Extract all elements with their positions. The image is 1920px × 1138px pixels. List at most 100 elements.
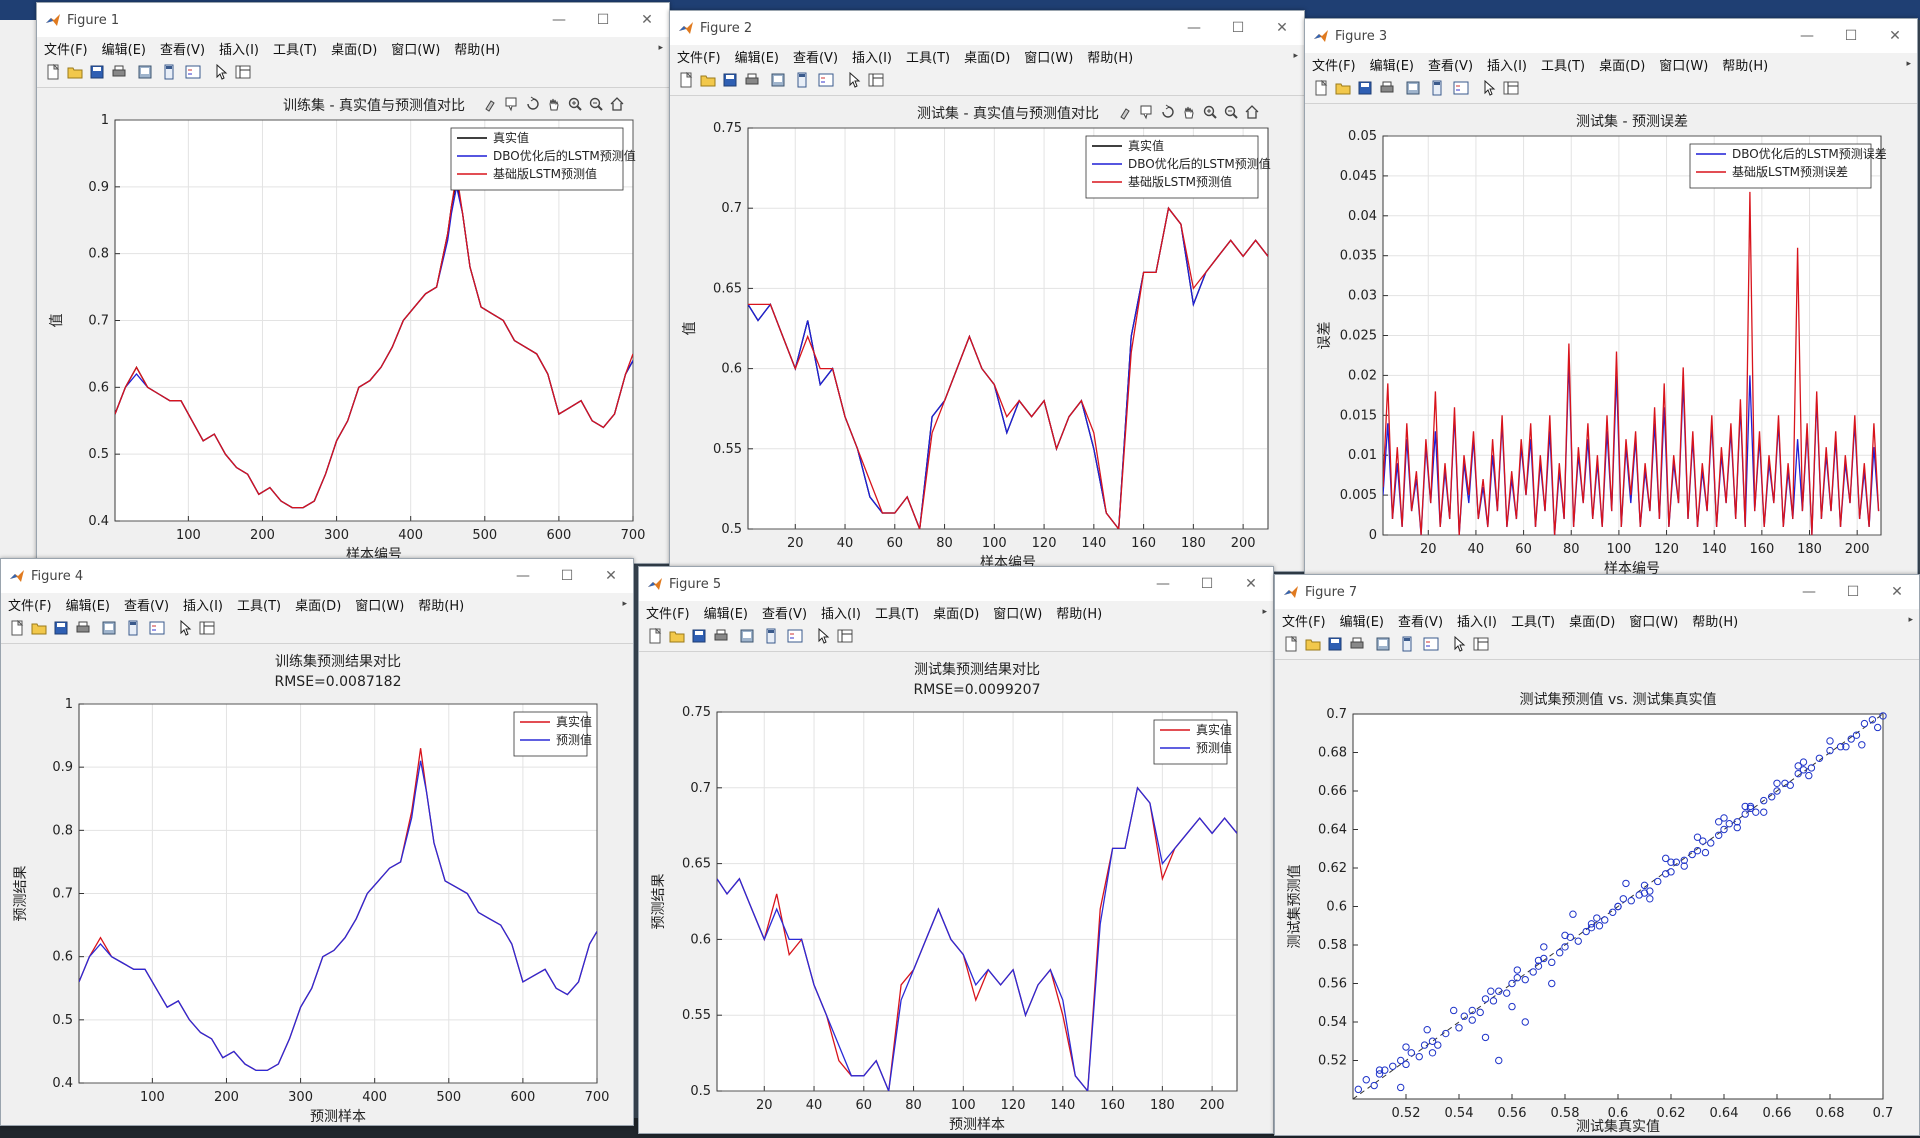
open-file-icon[interactable] xyxy=(1335,80,1351,96)
menu-item-3[interactable]: 查看(V) xyxy=(159,42,206,58)
insert-legend-icon[interactable] xyxy=(818,72,834,88)
brush-icon[interactable] xyxy=(1120,108,1130,120)
menu-item-1[interactable]: 文件(F) xyxy=(1282,614,1326,630)
axes-chart[interactable]: 100 200 300 400 500 600 700 0.4 0.5 0.6 0.7 0.8 0.9 1… xyxy=(37,88,669,563)
pointer-icon[interactable] xyxy=(1451,636,1467,652)
close-button[interactable]: ✕ xyxy=(1245,576,1257,592)
maximize-button[interactable]: ☐ xyxy=(1846,584,1860,600)
menu-item-4[interactable]: 插入(I) xyxy=(219,42,260,58)
print-preview-icon[interactable] xyxy=(1405,80,1421,96)
save-icon[interactable] xyxy=(1357,80,1373,96)
dock-arrow-button[interactable]: ▸ xyxy=(622,599,627,609)
maximize-button[interactable]: ☐ xyxy=(1844,28,1858,44)
axes-chart[interactable]: 20 40 60 80 100 120 140 160 180 200 0.5 0.55 0.6 0.65… xyxy=(639,652,1273,1133)
menu-item-7[interactable]: 窗口(W) xyxy=(355,598,405,614)
insert-legend-icon[interactable] xyxy=(185,64,201,80)
link-plot-icon[interactable] xyxy=(763,628,779,644)
print-icon[interactable] xyxy=(1349,636,1365,652)
menu-item-3[interactable]: 查看(V) xyxy=(792,50,839,66)
axes-chart[interactable]: 0.52 0.54 0.56 0.58 0.6 0.62 0.64 0.66 0.68 0.7 0.… xyxy=(1275,660,1919,1135)
menu-item-1[interactable]: 文件(F) xyxy=(44,42,88,58)
figure-window-7[interactable]: Figure 7 — ☐ ✕ 文件(F) 编辑(E) 查看(V) 插入(I) 工具(T) 桌面(D… xyxy=(1274,574,1920,1136)
menu-item-2[interactable]: 编辑(E) xyxy=(1369,58,1414,74)
property-editor-icon[interactable] xyxy=(235,64,251,80)
print-icon[interactable] xyxy=(713,628,729,644)
open-file-icon[interactable] xyxy=(669,628,685,644)
data-tips-icon[interactable] xyxy=(505,97,517,112)
insert-legend-icon[interactable] xyxy=(1423,636,1439,652)
menu-item-8[interactable]: 帮助(H) xyxy=(418,598,465,614)
property-editor-icon[interactable] xyxy=(837,628,853,644)
new-figure-icon[interactable] xyxy=(45,64,61,80)
menu-item-6[interactable]: 桌面(D) xyxy=(331,42,378,58)
new-figure-icon[interactable] xyxy=(1283,636,1299,652)
pan-icon[interactable] xyxy=(549,98,559,111)
figure-window-4[interactable]: Figure 4 — ☐ ✕ 文件(F) 编辑(E) 查看(V) 插入(I) 工具(T) 桌面(D… xyxy=(0,558,634,1126)
print-icon[interactable] xyxy=(75,620,91,636)
insert-legend-icon[interactable] xyxy=(149,620,165,636)
menu-item-1[interactable]: 文件(F) xyxy=(1312,58,1356,74)
new-figure-icon[interactable] xyxy=(678,72,694,88)
zoom-in-icon[interactable] xyxy=(1203,105,1217,119)
print-icon[interactable] xyxy=(744,72,760,88)
maximize-button[interactable]: ☐ xyxy=(560,568,574,584)
insert-legend-icon[interactable] xyxy=(1453,80,1469,96)
figure-window-3[interactable]: Figure 3 — ☐ ✕ 文件(F) 编辑(E) 查看(V) 插入(I) 工具(T) 桌面(D… xyxy=(1304,18,1918,578)
property-editor-icon[interactable] xyxy=(868,72,884,88)
open-file-icon[interactable] xyxy=(700,72,716,88)
menu-item-6[interactable]: 桌面(D) xyxy=(1599,58,1646,74)
menu-item-3[interactable]: 查看(V) xyxy=(1427,58,1474,74)
legend-box[interactable] xyxy=(1153,719,1228,765)
save-icon[interactable] xyxy=(691,628,707,644)
menu-item-6[interactable]: 桌面(D) xyxy=(933,606,980,622)
close-button[interactable]: ✕ xyxy=(641,12,653,28)
minimize-button[interactable]: — xyxy=(552,12,566,28)
menu-item-4[interactable]: 插入(I) xyxy=(1487,58,1528,74)
save-icon[interactable] xyxy=(1327,636,1343,652)
dock-arrow-button[interactable]: ▸ xyxy=(1293,51,1298,61)
menu-item-2[interactable]: 编辑(E) xyxy=(703,606,748,622)
minimize-button[interactable]: — xyxy=(1800,28,1814,44)
axes-chart[interactable]: 20 40 60 80 100 120 140 160 180 200 0 0.005 0.01 0.01… xyxy=(1305,104,1917,577)
close-button[interactable]: ✕ xyxy=(605,568,617,584)
open-file-icon[interactable] xyxy=(1305,636,1321,652)
property-editor-icon[interactable] xyxy=(1473,636,1489,652)
menu-item-8[interactable]: 帮助(H) xyxy=(1087,50,1134,66)
minimize-button[interactable]: — xyxy=(1802,584,1816,600)
pointer-icon[interactable] xyxy=(1481,80,1497,96)
menu-item-5[interactable]: 工具(T) xyxy=(237,598,282,614)
menu-item-8[interactable]: 帮助(H) xyxy=(1692,614,1739,630)
maximize-button[interactable]: ☐ xyxy=(1231,20,1245,36)
data-tips-icon[interactable] xyxy=(1140,105,1152,120)
minimize-button[interactable]: — xyxy=(1187,20,1201,36)
new-figure-icon[interactable] xyxy=(647,628,663,644)
menu-item-3[interactable]: 查看(V) xyxy=(761,606,808,622)
rotate-icon[interactable] xyxy=(527,96,539,110)
dock-arrow-button[interactable]: ▸ xyxy=(1262,607,1267,617)
menu-item-4[interactable]: 插入(I) xyxy=(1457,614,1498,630)
menu-item-5[interactable]: 工具(T) xyxy=(906,50,951,66)
open-file-icon[interactable] xyxy=(31,620,47,636)
link-plot-icon[interactable] xyxy=(1429,80,1445,96)
new-figure-icon[interactable] xyxy=(1313,80,1329,96)
save-icon[interactable] xyxy=(89,64,105,80)
pointer-icon[interactable] xyxy=(815,628,831,644)
close-button[interactable]: ✕ xyxy=(1889,28,1901,44)
menu-item-1[interactable]: 文件(F) xyxy=(677,50,721,66)
menu-item-2[interactable]: 编辑(E) xyxy=(734,50,779,66)
menu-item-8[interactable]: 帮助(H) xyxy=(1056,606,1103,622)
menu-item-8[interactable]: 帮助(H) xyxy=(454,42,501,58)
menu-item-6[interactable]: 桌面(D) xyxy=(295,598,342,614)
figure-window-5[interactable]: Figure 5 — ☐ ✕ 文件(F) 编辑(E) 查看(V) 插入(I) 工具(T) 桌面(D… xyxy=(638,566,1274,1134)
link-plot-icon[interactable] xyxy=(794,72,810,88)
open-file-icon[interactable] xyxy=(67,64,83,80)
pointer-icon[interactable] xyxy=(177,620,193,636)
menu-item-7[interactable]: 窗口(W) xyxy=(1659,58,1709,74)
close-button[interactable]: ✕ xyxy=(1891,584,1903,600)
menu-item-1[interactable]: 文件(F) xyxy=(8,598,52,614)
zoom-out-icon[interactable] xyxy=(589,97,603,111)
minimize-button[interactable]: — xyxy=(1156,576,1170,592)
maximize-button[interactable]: ☐ xyxy=(596,12,610,28)
print-icon[interactable] xyxy=(111,64,127,80)
link-plot-icon[interactable] xyxy=(125,620,141,636)
